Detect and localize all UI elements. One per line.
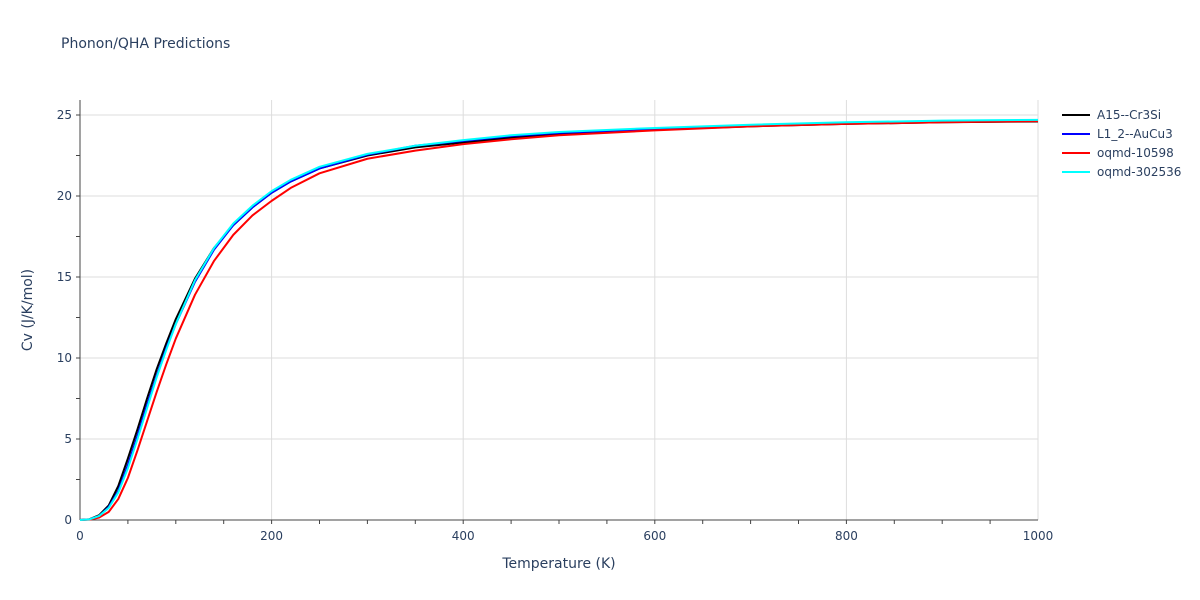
y-tick-label: 25 — [57, 108, 72, 122]
x-tick-label: 800 — [835, 529, 858, 543]
series-line-L1_2--AuCu3 — [79, 119, 1039, 521]
legend-label: oqmd-302536 — [1097, 165, 1181, 179]
y-tick-labels: 0 5 10 15 20 25 — [57, 108, 72, 527]
x-axis-title: Temperature (K) — [501, 556, 615, 572]
x-tick-label: 400 — [452, 529, 475, 543]
x-tick-label: 0 — [76, 529, 84, 543]
x-tick-label: 600 — [643, 529, 666, 543]
chart-title: Phonon/QHA Predictions — [61, 36, 231, 52]
y-tick-label: 10 — [57, 351, 72, 365]
x-tick-labels: 0 200 400 600 800 1000 — [76, 529, 1053, 543]
series-line-oqmd-10598 — [79, 120, 1039, 521]
y-tick-label: 15 — [57, 270, 72, 284]
x-tick-label: 1000 — [1023, 529, 1054, 543]
axes — [76, 100, 1038, 524]
y-tick-label: 5 — [64, 432, 72, 446]
y-tick-label: 0 — [64, 513, 72, 527]
legend-label: oqmd-10598 — [1097, 146, 1174, 160]
plot-area — [79, 118, 1039, 521]
series-line-oqmd-302536 — [79, 118, 1039, 521]
x-tick-label: 200 — [260, 529, 283, 543]
legend-label: A15--Cr3Si — [1097, 108, 1161, 122]
legend-label: L1_2--AuCu3 — [1097, 127, 1173, 141]
series-line-A15--Cr3Si — [79, 120, 1039, 521]
y-tick-label: 20 — [57, 189, 72, 203]
legend: A15--Cr3Si L1_2--AuCu3 oqmd-10598 oqmd-3025… — [1062, 108, 1181, 179]
y-axis-title: Cv (J/K/mol) — [20, 269, 36, 351]
grid-lines — [80, 100, 1039, 520]
